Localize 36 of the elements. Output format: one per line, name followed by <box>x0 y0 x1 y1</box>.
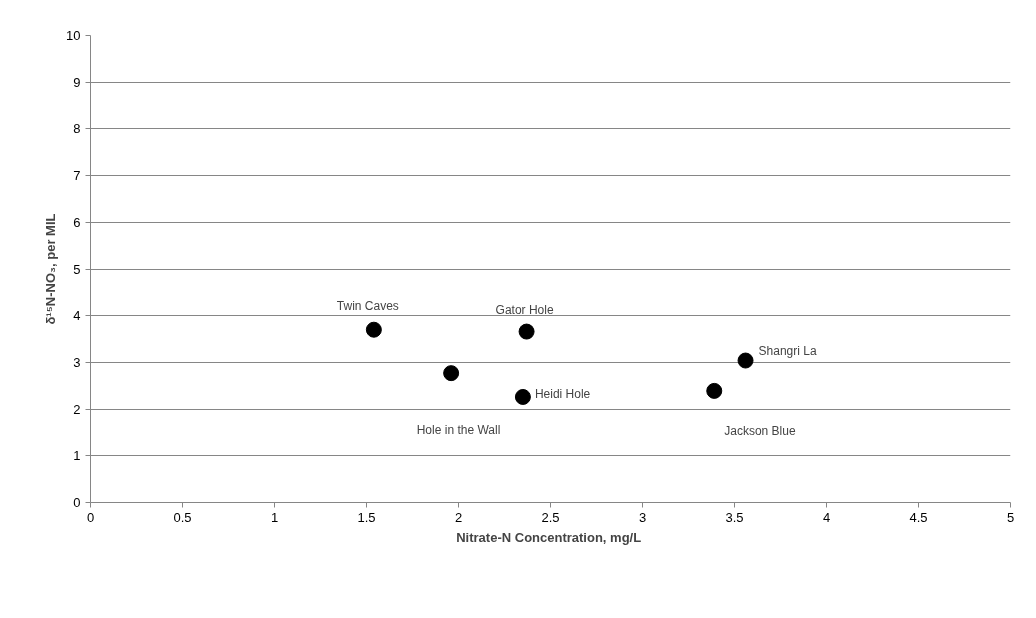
y-tick-label: 8 <box>73 121 81 137</box>
point <box>443 365 460 382</box>
x-tick-label: 4 <box>822 509 831 525</box>
x-tick-label: 1 <box>270 509 279 525</box>
annotation: Shangri La <box>758 343 817 358</box>
annotation: Jackson Blue <box>724 423 796 438</box>
point <box>514 388 531 405</box>
point <box>737 352 754 369</box>
y-tick-label: 2 <box>73 401 81 417</box>
point <box>706 382 723 399</box>
x-tick-label: 5 <box>1006 509 1015 525</box>
x-tick-label: 3 <box>638 509 647 525</box>
x-tick-label: 3.5 <box>725 509 744 525</box>
y-tick-label: 9 <box>73 74 81 90</box>
y-tick-label: 7 <box>73 168 81 184</box>
y-tick-label: 6 <box>73 214 81 230</box>
y-tick-label: 4 <box>73 308 81 324</box>
annotation: Gator Hole <box>495 302 554 317</box>
x-tick-label: 0 <box>86 509 95 525</box>
x-axis-title: Nitrate-N Concentration, mg/L <box>456 529 642 545</box>
annotation: Twin Caves <box>336 298 399 313</box>
x-tick-label: 0.5 <box>173 509 192 525</box>
point <box>518 323 535 340</box>
y-tick-label: 10 <box>66 28 81 43</box>
x-tick-label: 1.5 <box>357 509 376 525</box>
x-tick-label: 4.5 <box>909 509 928 525</box>
y-tick-label: 0 <box>73 495 81 510</box>
annotation: Heidi Hole <box>534 386 591 401</box>
y-tick-label: 3 <box>73 354 81 370</box>
x-tick-label: 2 <box>454 509 463 525</box>
annotation: Hole in the Wall <box>416 423 501 438</box>
x-tick-label: 2.5 <box>541 509 560 525</box>
y-tick-label: 1 <box>73 448 81 464</box>
y-axis-title: δ¹⁵N-NO₃, per MIL <box>43 213 59 325</box>
y-tick-label: 5 <box>73 261 81 277</box>
point <box>365 321 382 338</box>
